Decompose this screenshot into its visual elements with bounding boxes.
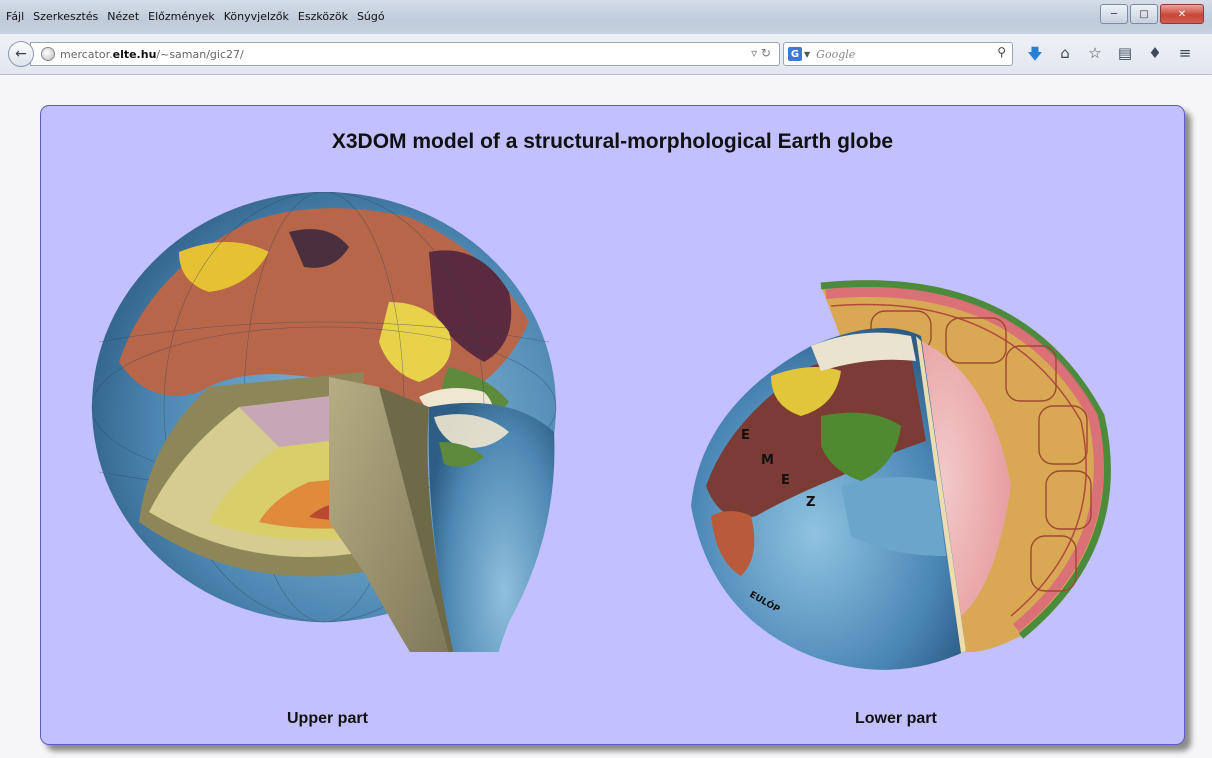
lower-part-label: Lower part	[855, 710, 937, 727]
page-viewport: X3DOM model of a structural-morphologica…	[0, 75, 1212, 758]
land-africa	[711, 511, 755, 576]
navigation-toolbar: mercator.elte.hu/~saman/gic27/ ▿ ↻ ← G ▼…	[0, 34, 1212, 75]
land-dark	[289, 229, 349, 268]
search-placeholder: Google	[816, 47, 856, 61]
url-prefix: mercator.	[60, 47, 113, 61]
mantle-boundary	[830, 303, 1087, 617]
map-label-e1: E	[741, 428, 750, 443]
map-label-z: Z	[806, 495, 815, 510]
url-path: /~saman/gic27/	[156, 47, 244, 61]
address-bar[interactable]: mercator.elte.hu/~saman/gic27/ ▿ ↻	[30, 42, 780, 66]
menu-view[interactable]: Nézet	[107, 9, 140, 23]
home-icon[interactable]: ⌂	[1060, 44, 1070, 62]
google-engine-icon[interactable]: G	[788, 47, 802, 61]
bookmark-star-icon[interactable]: ☆	[1088, 44, 1102, 62]
maximize-button[interactable]: □	[1130, 4, 1158, 24]
menu-bookmarks[interactable]: Könyvjelzők	[223, 9, 289, 23]
menu-file[interactable]: Fájl	[6, 9, 25, 23]
crust-outer-ring	[820, 280, 1111, 639]
bookmarks-list-icon[interactable]: ▤	[1117, 44, 1133, 62]
upper-part-label: Upper part	[287, 710, 368, 727]
reload-icon[interactable]: ▿ ↻	[751, 46, 771, 60]
cut-face-shadow	[379, 387, 455, 652]
download-icon[interactable]: 🡇	[1027, 45, 1043, 63]
land-plains	[379, 302, 451, 382]
search-box[interactable]: G ▼ Google ⚲	[783, 42, 1013, 66]
menu-history[interactable]: Előzmények	[148, 9, 215, 23]
page-title: X3DOM model of a structural-morphologica…	[331, 130, 894, 153]
cut-edge	[916, 336, 966, 653]
close-button[interactable]: ✕	[1160, 4, 1204, 24]
addon-icon[interactable]: ♦	[1148, 44, 1162, 62]
back-button[interactable]: ←	[8, 41, 34, 67]
back-arrow-icon: ←	[15, 46, 27, 62]
menu-bar: Fájl Szerkesztés Nézet Előzmények Könyvj…	[6, 6, 394, 26]
arctic-ice	[811, 332, 916, 371]
land-green-region	[821, 412, 901, 481]
land-yellow	[179, 242, 269, 292]
upper-globe-model[interactable]	[89, 192, 559, 652]
globe-panel: X3DOM model of a structural-morphologica…	[40, 105, 1185, 745]
minimize-button[interactable]: ─	[1100, 4, 1128, 24]
url-domain: elte.hu	[112, 47, 157, 61]
menu-edit[interactable]: Szerkesztés	[33, 9, 99, 23]
toolbar-icons: 🡇 ⌂ ☆ ▤ ♦ ≡	[1020, 44, 1200, 69]
land-eurasia	[706, 352, 926, 518]
window-titlebar: Fájl Szerkesztés Nézet Előzmények Könyvj…	[0, 0, 1212, 34]
cut-face-main	[329, 377, 448, 652]
site-identity-icon[interactable]	[41, 47, 55, 61]
crust-pink-ring	[825, 286, 1104, 632]
menu-tools[interactable]: Eszközök	[297, 9, 348, 23]
search-magnifier-icon[interactable]: ⚲	[997, 45, 1006, 59]
map-label-m: M	[761, 453, 774, 468]
engine-dropdown-icon[interactable]: ▼	[804, 49, 811, 59]
outer-core	[916, 341, 1011, 616]
ocean-shelf	[841, 477, 946, 556]
land-green-right	[439, 442, 484, 467]
menu-help[interactable]: Súgó	[356, 9, 385, 23]
land-ice-right	[434, 414, 509, 448]
address-text: mercator.elte.hu/~saman/gic27/	[60, 48, 244, 61]
menu-hamburger-icon[interactable]: ≡	[1178, 44, 1192, 62]
land-yellow-region	[771, 367, 841, 416]
map-label-e2: E	[781, 473, 790, 488]
lower-globe-model[interactable]: E M E Z EULÓP	[661, 256, 1121, 676]
window-controls: ─ □ ✕	[1098, 4, 1204, 24]
